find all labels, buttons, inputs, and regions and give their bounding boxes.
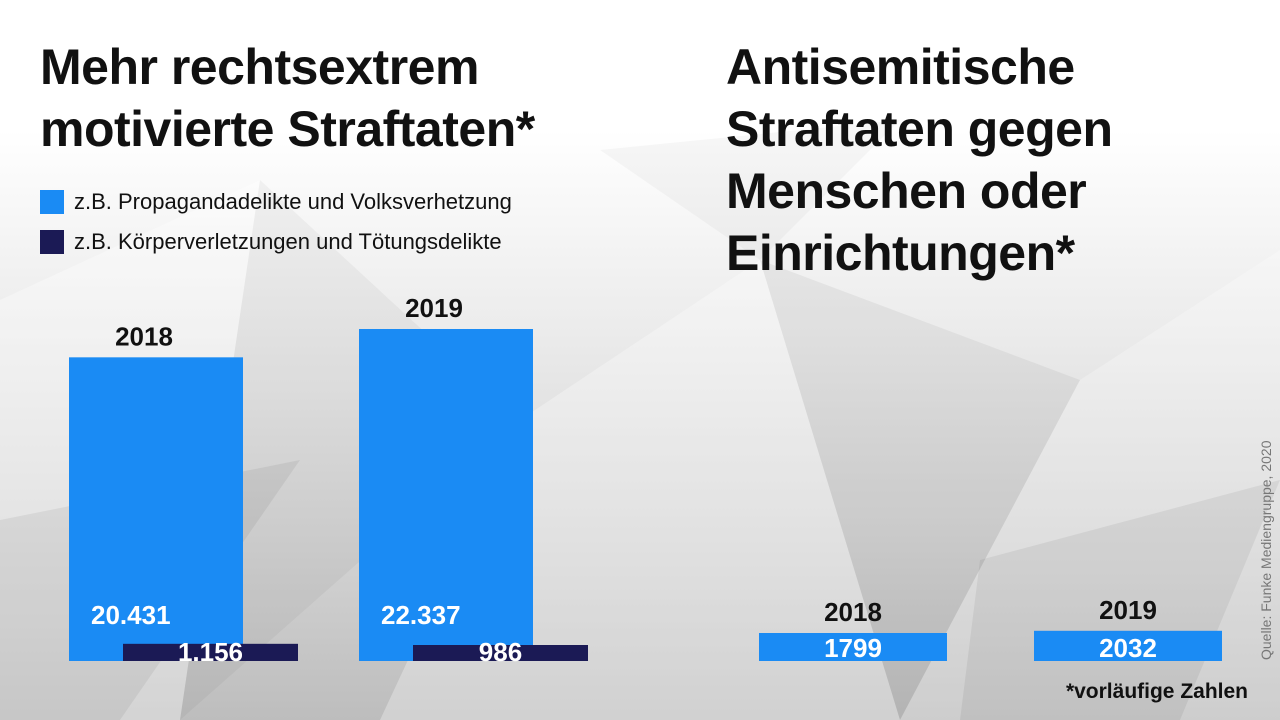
- right-chart-title: Antisemitische Straftaten gegen Menschen…: [726, 39, 1113, 281]
- value-label-antisemitic-2019: 2032: [1099, 633, 1157, 663]
- value-label-propaganda-2019: 22.337: [381, 600, 461, 630]
- value-label-antisemitic-2018: 1799: [824, 633, 882, 663]
- legend-item-propaganda: z.B. Propagandadelikte und Volksverhetzu…: [40, 182, 512, 222]
- bar-antisemitic-2019: [1034, 630, 1222, 661]
- bar-propaganda-2019: [359, 329, 533, 661]
- footnote: *vorläufige Zahlen: [1065, 680, 1248, 703]
- legend-swatch-violence: [40, 230, 64, 254]
- bar-violence-2018: [123, 643, 298, 661]
- left-chart-title: Mehr rechtsextrem motivierte Straftaten*: [40, 39, 535, 157]
- bar-propaganda-2018: [69, 357, 243, 661]
- bar-violence-2019: [413, 645, 588, 661]
- legend-label-propaganda: z.B. Propagandadelikte und Volksverhetzu…: [74, 189, 512, 214]
- value-label-propaganda-2018: 20.431: [91, 600, 171, 630]
- legend: z.B. Propagandadelikte und Volksverhetzu…: [40, 182, 512, 262]
- value-label-violence-2019: 986: [479, 637, 522, 667]
- bar-antisemitic-2018: [759, 633, 947, 661]
- category-label-right-2019: 2019: [1099, 595, 1157, 625]
- legend-label-violence: z.B. Körperverletzungen und Tötungsdelik…: [74, 229, 502, 254]
- legend-item-violence: z.B. Körperverletzungen und Tötungsdelik…: [40, 222, 512, 262]
- category-label-right-2018: 2018: [824, 597, 882, 627]
- legend-swatch-propaganda: [40, 190, 64, 214]
- value-label-violence-2018: 1.156: [178, 637, 243, 667]
- category-label-2019: 2019: [405, 293, 463, 323]
- category-label-2018: 2018: [115, 321, 173, 351]
- source-credit: Quelle: Funke Mediengruppe, 2020: [1258, 440, 1274, 660]
